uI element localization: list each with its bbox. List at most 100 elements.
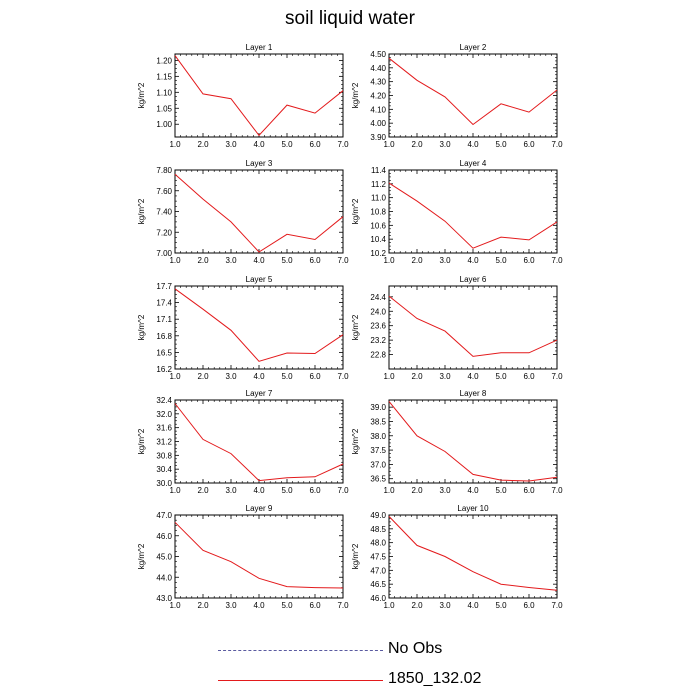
- x-tick-label: 6.0: [523, 486, 535, 495]
- y-tick-label: 17.4: [156, 299, 172, 308]
- plot-frame: [174, 285, 344, 370]
- x-tick-label: 7.0: [337, 256, 349, 265]
- x-tick-label: 4.0: [467, 140, 479, 149]
- y-tick-label: 32.4: [156, 396, 172, 405]
- y-tick-label: 47.0: [156, 511, 172, 520]
- chart-panel-8: Layer 8 kg/m^2 1.0 2.0 3.0 4.0 5.0 6.0 7.0 36.5 37…: [351, 389, 563, 495]
- y-tick-label: 38.0: [370, 432, 386, 441]
- y-tick-label: 1.15: [156, 72, 172, 81]
- y-tick-label: 1.10: [156, 88, 172, 97]
- y-tick-label: 24.0: [370, 307, 386, 316]
- y-tick-label: 31.6: [156, 424, 172, 433]
- x-tick-label: 2.0: [197, 486, 209, 495]
- y-axis-label: kg/m^2: [137, 428, 146, 454]
- x-tick-label: 2.0: [197, 601, 209, 610]
- x-tick-label: 6.0: [309, 601, 321, 610]
- x-tick-label: 7.0: [337, 140, 349, 149]
- legend-dashed-line: [218, 650, 383, 651]
- y-axis-label: kg/m^2: [351, 543, 360, 569]
- figure-title: soil liquid water: [285, 8, 415, 29]
- x-tick-label: 3.0: [439, 486, 451, 495]
- x-tick-label: 4.0: [253, 601, 265, 610]
- y-tick-label: 4.10: [370, 105, 386, 114]
- y-tick-label: 10.4: [370, 235, 386, 244]
- y-tick-label: 4.20: [370, 92, 386, 101]
- x-tick-label: 2.0: [197, 372, 209, 381]
- x-tick-label: 5.0: [495, 486, 507, 495]
- x-tick-label: 6.0: [523, 140, 535, 149]
- y-tick-label: 1.20: [156, 56, 172, 65]
- y-tick-label: 39.0: [370, 403, 386, 412]
- x-tick-label: 3.0: [225, 601, 237, 610]
- y-tick-label: 31.2: [156, 438, 172, 447]
- x-tick-label: 4.0: [253, 486, 265, 495]
- series-line: [388, 182, 558, 249]
- x-tick-label: 2.0: [197, 256, 209, 265]
- x-tick-label: 5.0: [281, 486, 293, 495]
- x-tick-label: 2.0: [197, 140, 209, 149]
- panel-title: Layer 6: [460, 275, 487, 284]
- x-tick-label: 2.0: [411, 140, 423, 149]
- chart-panel-3: Layer 3 kg/m^2 1.0 2.0 3.0 4.0 5.0 6.0 7.0 7.00 7.…: [137, 159, 349, 265]
- x-tick-label: 6.0: [309, 256, 321, 265]
- x-tick-label: 3.0: [225, 256, 237, 265]
- chart-panel-9: Layer 9 kg/m^2 1.0 2.0 3.0 4.0 5.0 6.0 7.0 43.0 44…: [137, 504, 349, 610]
- y-tick-label: 7.60: [156, 187, 172, 196]
- x-tick-label: 1.0: [169, 140, 181, 149]
- x-tick-label: 5.0: [281, 140, 293, 149]
- y-tick-label: 11.0: [371, 194, 387, 203]
- y-tick-label: 30.8: [156, 451, 172, 460]
- legend-label-run: 1850_132.02: [388, 670, 482, 687]
- y-tick-label: 1.00: [156, 120, 172, 129]
- x-tick-label: 2.0: [411, 256, 423, 265]
- x-tick-label: 5.0: [495, 140, 507, 149]
- panel-title: Layer 3: [246, 159, 273, 168]
- x-tick-label: 7.0: [337, 486, 349, 495]
- x-tick-label: 5.0: [281, 372, 293, 381]
- y-tick-label: 16.8: [156, 332, 172, 341]
- y-tick-label: 37.5: [370, 446, 386, 455]
- x-tick-label: 7.0: [551, 372, 563, 381]
- x-tick-label: 1.0: [383, 140, 395, 149]
- panel-title: Layer 1: [246, 43, 273, 52]
- y-tick-label: 38.5: [370, 417, 386, 426]
- plot-frame: [174, 169, 344, 254]
- panel-title: Layer 10: [457, 504, 489, 513]
- y-tick-label: 10.8: [370, 208, 386, 217]
- series-line: [388, 401, 558, 482]
- y-tick-label: 23.6: [370, 322, 386, 331]
- y-tick-label: 4.00: [370, 119, 386, 128]
- x-tick-label: 6.0: [309, 486, 321, 495]
- legend-label-no-obs: No Obs: [388, 640, 443, 657]
- x-tick-label: 7.0: [337, 372, 349, 381]
- x-tick-label: 3.0: [439, 256, 451, 265]
- series-line: [174, 55, 344, 137]
- plot-frame: [174, 399, 344, 484]
- x-tick-label: 1.0: [383, 372, 395, 381]
- y-tick-label: 16.2: [156, 365, 172, 374]
- y-tick-label: 47.0: [370, 566, 386, 575]
- y-tick-label: 43.0: [156, 594, 172, 603]
- y-tick-label: 30.4: [156, 465, 172, 474]
- y-tick-label: 48.5: [370, 525, 386, 534]
- y-tick-label: 32.0: [156, 410, 172, 419]
- y-tick-label: 47.5: [370, 553, 386, 562]
- series-line: [388, 295, 558, 357]
- plot-frame: [388, 399, 558, 484]
- chart-panel-10: Layer 10 kg/m^2 1.0 2.0 3.0 4.0 5.0 6.0 7.0 46.0 4…: [351, 504, 563, 610]
- x-tick-label: 2.0: [411, 601, 423, 610]
- y-axis-label: kg/m^2: [137, 198, 146, 224]
- x-tick-label: 3.0: [439, 140, 451, 149]
- y-axis-label: kg/m^2: [351, 198, 360, 224]
- x-tick-label: 7.0: [551, 140, 563, 149]
- panel-title: Layer 8: [460, 389, 487, 398]
- chart-panel-7: Layer 7 kg/m^2 1.0 2.0 3.0 4.0 5.0 6.0 7.0 30.0 30…: [137, 389, 349, 495]
- panel-title: Layer 9: [246, 504, 273, 513]
- x-tick-label: 6.0: [309, 140, 321, 149]
- y-tick-label: 4.50: [370, 50, 386, 59]
- y-axis-label: kg/m^2: [137, 314, 146, 340]
- x-tick-label: 3.0: [439, 372, 451, 381]
- series-line: [174, 173, 344, 253]
- series-line: [388, 57, 558, 126]
